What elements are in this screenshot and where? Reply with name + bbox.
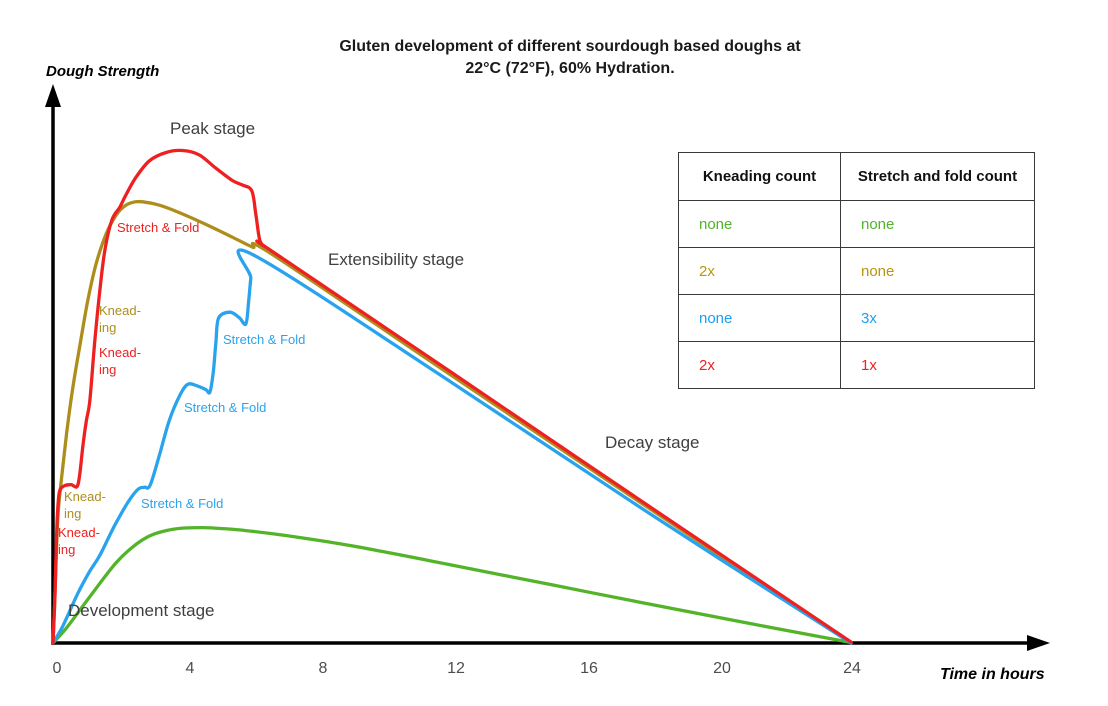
x-tick-24: 24 <box>843 660 861 677</box>
chart-title: Gluten development of different sourdoug… <box>339 38 801 77</box>
legend-cell: 2x <box>678 247 841 295</box>
legend-row-green: none none <box>678 200 1035 248</box>
x-tick-8: 8 <box>318 660 328 677</box>
legend-cell: none <box>840 247 1035 295</box>
curve-label-blue-stretch-fold-1: Stretch & Fold <box>141 496 224 511</box>
curve-label-olive-kneading-upper: Knead- ing <box>99 303 141 335</box>
curve-kneading-none-fold-3x <box>51 248 853 645</box>
stage-label-development: Development stage <box>68 601 215 620</box>
curve-kneading-2x-fold-none <box>51 199 853 645</box>
x-tick-16: 16 <box>580 660 598 677</box>
curve-label-red-kneading-upper: Knead- ing <box>99 345 141 377</box>
stage-label-peak: Peak stage <box>170 119 256 138</box>
legend-cell: 3x <box>840 294 1035 342</box>
legend-cell: 1x <box>840 341 1035 389</box>
x-tick-20: 20 <box>713 660 731 677</box>
y-axis-label: Dough Strength <box>46 63 160 80</box>
stage-label-decay: Decay stage <box>605 433 700 452</box>
x-tick-12: 12 <box>447 660 465 677</box>
legend-row-blue: none 3x <box>678 294 1035 342</box>
curve-label-blue-stretch-fold-2: Stretch & Fold <box>184 400 267 415</box>
legend-header-row: Kneading count Stretch and fold count <box>678 152 1035 201</box>
curve-kneading-2x-fold-1x <box>51 148 853 645</box>
legend-cell: 2x <box>678 341 841 389</box>
legend-row-red: 2x 1x <box>678 341 1035 389</box>
x-axis-arrow-icon <box>1027 635 1050 651</box>
legend-header-kneading-count: Kneading count <box>678 152 841 201</box>
legend-row-olive: 2x none <box>678 247 1035 295</box>
curve-label-red-kneading-lower: Knead- ing <box>58 525 100 557</box>
legend-header-stretch-fold-count: Stretch and fold count <box>840 152 1035 201</box>
curve-label-olive-kneading-lower: Knead- ing <box>64 489 106 521</box>
legend-table: Kneading count Stretch and fold count no… <box>678 152 1035 389</box>
x-axis-label: Time in hours <box>940 666 1045 683</box>
stage-label-extensibility: Extensibility stage <box>328 250 465 269</box>
legend-cell: none <box>678 200 841 248</box>
curve-kneading-none-fold-none <box>51 525 853 645</box>
y-axis-arrow-icon <box>45 84 61 107</box>
curve-label-red-stretch-fold: Stretch & Fold <box>117 220 200 235</box>
legend-cell: none <box>840 200 1035 248</box>
x-tick-4: 4 <box>185 660 195 677</box>
curve-label-blue-stretch-fold-3: Stretch & Fold <box>223 332 306 347</box>
legend-cell: none <box>678 294 841 342</box>
x-tick-0: 0 <box>52 660 62 677</box>
